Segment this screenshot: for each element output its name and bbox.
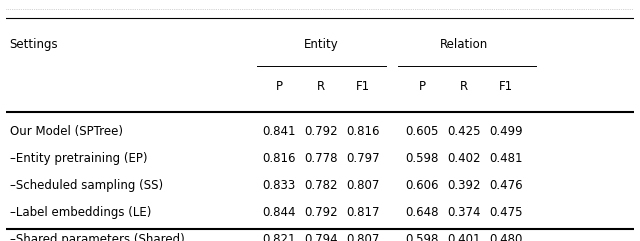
Text: 0.425: 0.425 (447, 125, 481, 138)
Text: 0.841: 0.841 (262, 125, 296, 138)
Text: R: R (460, 80, 468, 93)
Text: 0.807: 0.807 (347, 179, 380, 192)
Text: 0.475: 0.475 (490, 206, 523, 219)
Text: 0.605: 0.605 (406, 125, 439, 138)
Text: 0.598: 0.598 (406, 233, 439, 241)
Text: –Scheduled sampling (SS): –Scheduled sampling (SS) (10, 179, 163, 192)
Text: –Shared parameters (Shared): –Shared parameters (Shared) (10, 233, 184, 241)
Text: 0.794: 0.794 (305, 233, 338, 241)
Text: Our Model (SPTree): Our Model (SPTree) (10, 125, 122, 138)
Text: 0.481: 0.481 (490, 152, 523, 165)
Text: R: R (317, 80, 325, 93)
Text: Entity: Entity (304, 38, 339, 51)
Text: P: P (276, 80, 283, 93)
Text: F1: F1 (499, 80, 513, 93)
Text: 0.782: 0.782 (305, 179, 338, 192)
Text: 0.816: 0.816 (262, 152, 296, 165)
Text: 0.807: 0.807 (347, 233, 380, 241)
Text: 0.476: 0.476 (490, 179, 523, 192)
Text: 0.821: 0.821 (262, 233, 296, 241)
Text: 0.401: 0.401 (447, 233, 481, 241)
Text: 0.778: 0.778 (305, 152, 338, 165)
Text: 0.792: 0.792 (305, 206, 338, 219)
Text: Settings: Settings (10, 38, 58, 51)
Text: 0.792: 0.792 (305, 125, 338, 138)
Text: 0.797: 0.797 (346, 152, 380, 165)
Text: 0.833: 0.833 (262, 179, 296, 192)
Text: 0.844: 0.844 (262, 206, 296, 219)
Text: 0.402: 0.402 (447, 152, 481, 165)
Text: F1: F1 (356, 80, 371, 93)
Text: –Entity pretraining (EP): –Entity pretraining (EP) (10, 152, 147, 165)
Text: 0.816: 0.816 (346, 125, 380, 138)
Text: Relation: Relation (440, 38, 488, 51)
Text: P: P (419, 80, 426, 93)
Text: 0.480: 0.480 (490, 233, 523, 241)
Text: 0.817: 0.817 (346, 206, 380, 219)
Text: 0.598: 0.598 (406, 152, 439, 165)
Text: 0.392: 0.392 (447, 179, 481, 192)
Text: 0.374: 0.374 (447, 206, 481, 219)
Text: 0.648: 0.648 (406, 206, 439, 219)
Text: 0.606: 0.606 (406, 179, 439, 192)
Text: –Label embeddings (LE): –Label embeddings (LE) (10, 206, 151, 219)
Text: 0.499: 0.499 (490, 125, 523, 138)
